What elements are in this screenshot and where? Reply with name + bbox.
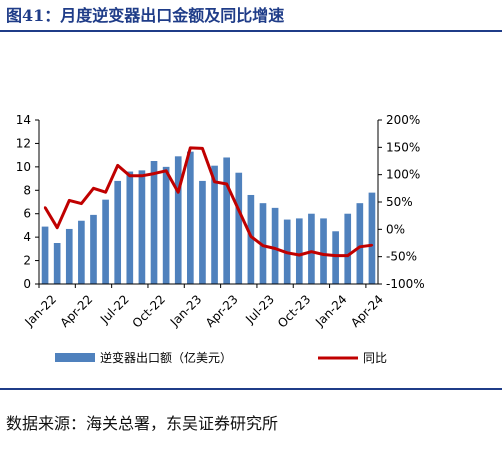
line-point: [370, 243, 374, 247]
bar: [90, 214, 97, 284]
right-tick-label: 50%: [386, 195, 413, 209]
line-point: [310, 250, 313, 253]
bar: [308, 213, 315, 284]
line-point: [261, 244, 265, 247]
bar: [259, 203, 267, 284]
bar: [295, 218, 303, 284]
yoy-line: [43, 146, 373, 258]
left-tick-label: 4: [23, 230, 31, 244]
line-point: [152, 172, 156, 175]
chart-area: 0 2 4 6 8 10 12 14 -100% -50% 0% 50% 100% 150% 200% J…: [16, 113, 425, 365]
bar: [320, 218, 327, 284]
left-tick-label: 2: [23, 254, 31, 268]
x-tick-label: Jul-22: [97, 292, 132, 327]
line-point: [55, 226, 59, 229]
line-point: [92, 187, 95, 190]
left-tick-label: 0: [23, 277, 31, 291]
bar: [53, 243, 61, 284]
right-tick-label: 200%: [386, 113, 420, 127]
figure-title: 图41：月度逆变器出口金额及同比增速: [6, 6, 285, 25]
line-point: [285, 251, 289, 255]
bar: [368, 192, 376, 284]
bar: [247, 194, 255, 284]
right-tick-label: -50%: [386, 250, 417, 264]
line-point: [273, 247, 277, 250]
line-point: [116, 164, 119, 167]
right-tick-label: 100%: [386, 168, 420, 182]
bar: [126, 171, 134, 284]
left-tick-label: 14: [16, 113, 31, 127]
legend-line-label: 同比: [363, 351, 387, 365]
bar: [344, 213, 352, 284]
right-tick-label: 150%: [386, 140, 420, 154]
line-series: [43, 146, 374, 258]
right-y-axis: -100% -50% 0% 50% 100% 150% 200%: [377, 113, 425, 291]
x-tick-label: Jan-22: [22, 292, 60, 330]
source-note: 数据来源：海关总署，东吴证券研究所: [6, 414, 279, 433]
bar: [114, 180, 122, 284]
left-tick-label: 6: [23, 207, 31, 221]
line-point: [334, 254, 337, 257]
line-point: [237, 209, 240, 212]
bar: [223, 157, 230, 284]
bar: [235, 172, 243, 284]
x-tick-label: Apr-22: [58, 292, 96, 330]
x-tick-label: Jul-23: [242, 292, 277, 327]
line-point: [358, 245, 362, 249]
line-point: [177, 190, 180, 194]
bar: [332, 231, 339, 284]
title-rule: [0, 30, 502, 32]
left-tick-label: 8: [23, 183, 31, 197]
x-tick-label: Oct-22: [130, 292, 168, 330]
bar: [174, 156, 182, 284]
line-point: [201, 147, 204, 150]
bar: [271, 207, 279, 284]
bar: [78, 220, 85, 284]
line-point: [249, 235, 253, 238]
line-point: [189, 146, 192, 150]
line-point: [68, 199, 71, 202]
bar: [41, 226, 49, 284]
bar-series: [41, 151, 376, 284]
line-point: [128, 174, 132, 177]
bar: [138, 170, 146, 284]
line-point: [80, 202, 83, 205]
right-tick-label: 0%: [386, 222, 405, 236]
x-tick-label: Oct-23: [275, 292, 313, 330]
bar: [199, 180, 206, 284]
bar: [162, 166, 170, 284]
bar: [65, 228, 73, 284]
line-point: [164, 169, 168, 173]
line-point: [140, 174, 144, 177]
legend-bar-swatch: [55, 353, 95, 362]
x-tick-label: Jan-23: [167, 292, 205, 330]
left-tick-label: 12: [16, 136, 31, 150]
line-point: [43, 206, 47, 209]
line-point: [104, 190, 107, 194]
right-tick-label: -100%: [386, 277, 425, 291]
left-y-axis: 0 2 4 6 8 10 12 14: [16, 113, 40, 291]
bar: [150, 161, 158, 284]
bar: [187, 151, 194, 284]
x-tick-label: Jan-24: [312, 292, 350, 330]
line-point: [322, 253, 325, 256]
source-rule: [0, 388, 502, 390]
x-tick-label: Apr-24: [348, 292, 386, 330]
x-tick-label: Apr-23: [203, 292, 241, 330]
line-point: [346, 254, 349, 257]
legend: 逆变器出口额（亿美元） 同比: [55, 350, 387, 365]
line-point: [213, 180, 216, 183]
legend-bar-label: 逆变器出口额（亿美元）: [100, 350, 232, 365]
bar: [356, 203, 364, 284]
bar: [102, 199, 109, 284]
line-point: [298, 253, 301, 257]
left-tick-label: 10: [16, 160, 31, 174]
line-point: [225, 182, 228, 186]
bar: [211, 165, 218, 284]
